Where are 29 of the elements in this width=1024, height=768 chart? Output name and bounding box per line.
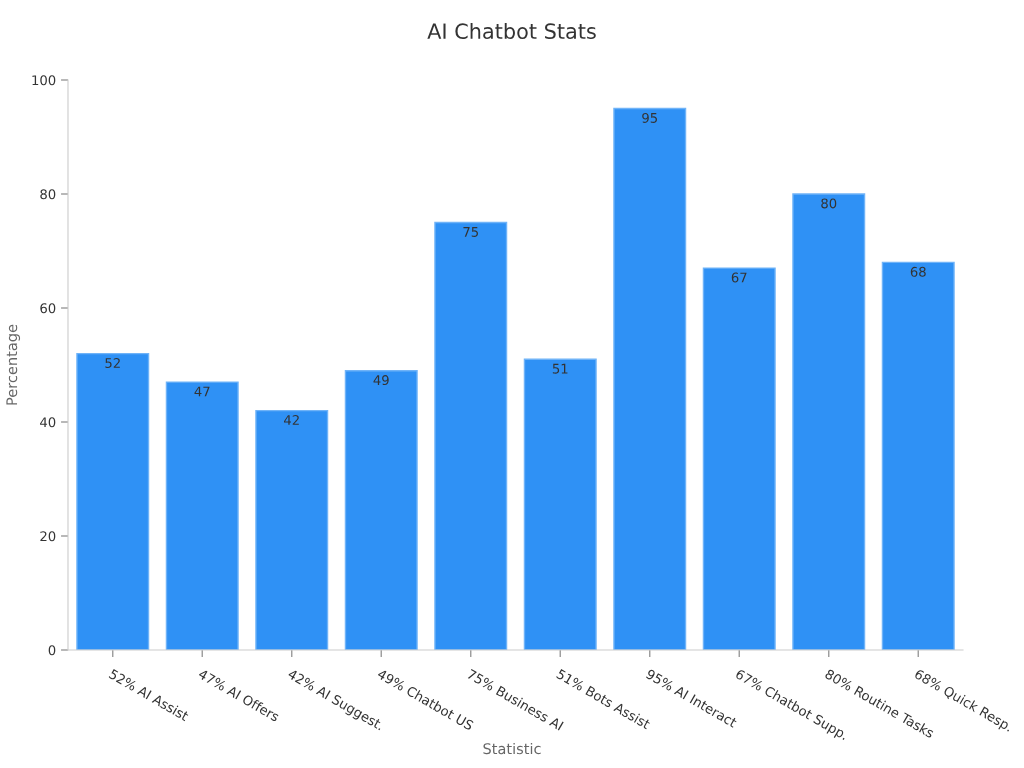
bar — [702, 267, 776, 650]
data-label: 52 — [105, 358, 120, 368]
data-label: 95 — [642, 112, 657, 123]
data-label: 75 — [463, 227, 478, 237]
bar — [255, 409, 329, 650]
chart-title: AI Chatbot Stats — [427, 22, 596, 40]
y-tick-label: 100 — [32, 75, 56, 86]
y-tick-label: 40 — [40, 417, 56, 428]
bar — [523, 358, 597, 650]
bar — [165, 381, 239, 650]
data-label: 67 — [731, 272, 747, 283]
data-label: 49 — [373, 375, 389, 386]
bar — [344, 370, 418, 650]
y-tick-label: 20 — [40, 531, 56, 542]
bar — [881, 261, 955, 650]
bar — [792, 193, 866, 650]
data-label: 80 — [821, 198, 837, 209]
y-tick-label: 60 — [40, 303, 56, 314]
y-axis-title: Percentage — [6, 324, 21, 405]
data-label: 47 — [194, 386, 210, 397]
x-axis-title: Statistic — [483, 742, 541, 755]
y-tick-label: 80 — [40, 189, 56, 200]
data-label: 51 — [552, 363, 568, 374]
data-label: 42 — [284, 415, 299, 425]
data-label: 68 — [910, 266, 926, 277]
bar — [613, 107, 687, 650]
bar — [434, 221, 508, 650]
y-tick-label: 0 — [48, 645, 56, 656]
bar — [76, 352, 150, 650]
